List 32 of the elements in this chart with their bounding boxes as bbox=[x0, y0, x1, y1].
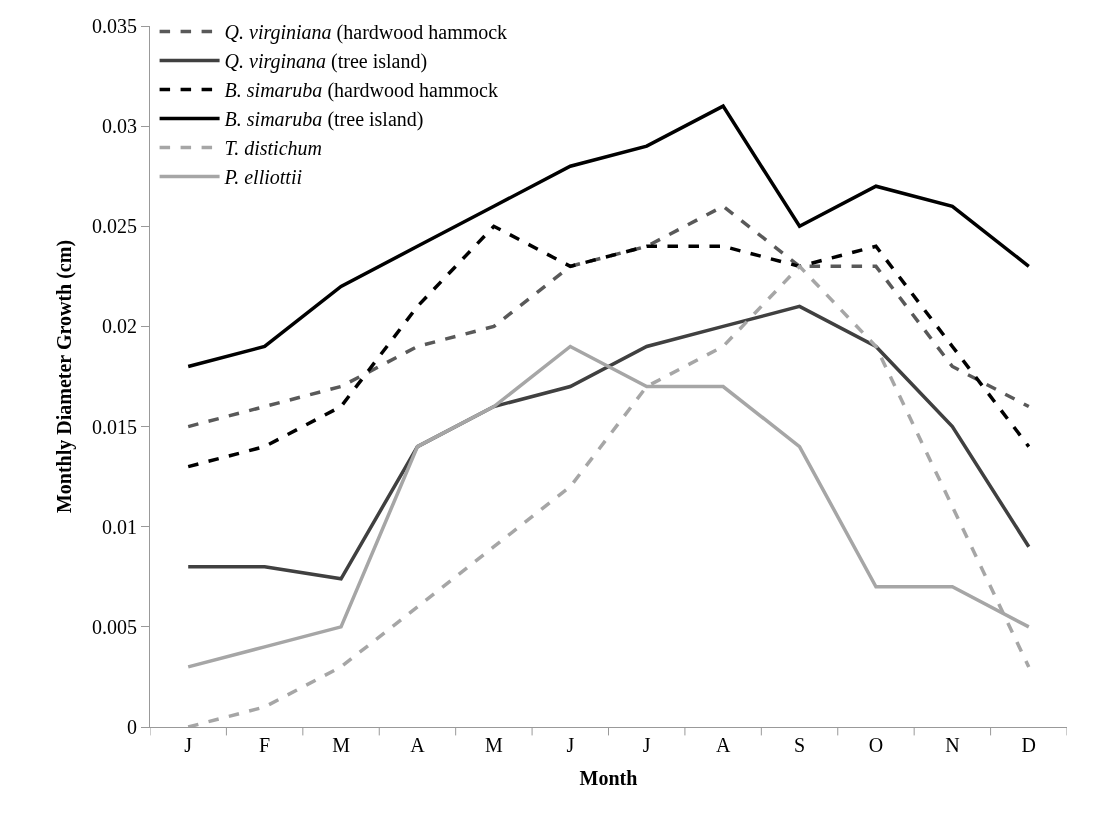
x-tick-label: F bbox=[259, 734, 271, 756]
x-tick-label: A bbox=[410, 734, 426, 756]
x-tick-label: O bbox=[868, 734, 884, 756]
x-tick-label: J bbox=[184, 734, 193, 756]
y-tick-label: 0.035 bbox=[92, 15, 137, 37]
y-axis-title: Monthly Diameter Growth (cm) bbox=[52, 239, 76, 514]
y-tick-label: 0.025 bbox=[92, 215, 137, 238]
y-tick-label: 0 bbox=[127, 716, 137, 738]
y-tick-label: 0.03 bbox=[102, 115, 137, 138]
legend-label: Q. virginiana (hardwood hammock bbox=[224, 21, 508, 45]
line-series bbox=[186, 264, 1031, 727]
x-tick-label: J bbox=[642, 734, 651, 756]
y-tick-label: 0.02 bbox=[102, 315, 137, 338]
x-tick-label: S bbox=[793, 734, 806, 756]
line-series bbox=[186, 104, 1031, 369]
x-tick-label: N bbox=[945, 734, 960, 756]
x-tick-label: M bbox=[484, 734, 503, 756]
legend-label: Q. virginana (tree island) bbox=[224, 50, 428, 74]
y-tick-label: 0.005 bbox=[92, 615, 137, 638]
line-series bbox=[186, 204, 1031, 429]
x-tick-label: J bbox=[566, 734, 575, 756]
y-tick-label: 0.01 bbox=[102, 515, 137, 538]
legend-label: B. simaruba (tree island) bbox=[224, 108, 424, 132]
legend-label: B. simaruba (hardwood hammock bbox=[224, 79, 498, 103]
line-series bbox=[186, 224, 1031, 469]
y-tick-label: 0.015 bbox=[92, 415, 137, 438]
x-axis-title: Month bbox=[579, 766, 638, 789]
legend-label: P. elliottii bbox=[223, 166, 303, 189]
x-tick-label: D bbox=[1021, 734, 1037, 756]
legend-label: T. distichum bbox=[224, 137, 323, 160]
x-tick-label: M bbox=[332, 734, 351, 756]
x-tick-label: A bbox=[715, 734, 731, 756]
